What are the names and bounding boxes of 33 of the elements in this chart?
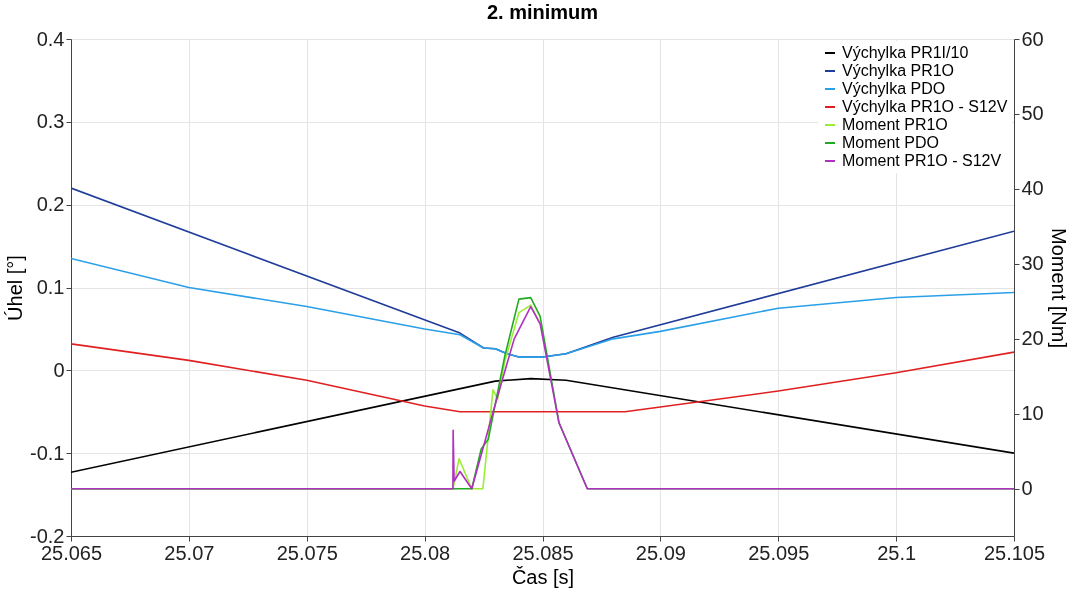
chart-title: 2. minimum (486, 1, 599, 23)
y-tick-label: 0.2 (36, 193, 65, 216)
x-tick-label: 25.105 (983, 541, 1046, 564)
y-tick-label: -0.1 (30, 441, 65, 464)
x-tick-label: 25.08 (400, 541, 451, 564)
y2-axis-title: Moment [Nm] (1047, 227, 1070, 349)
legend-label: Moment PDO (842, 134, 939, 151)
y2-tick-label: 50 (1021, 102, 1044, 125)
legend-label: Moment PR1O (842, 116, 948, 133)
y-tick-label: 0.3 (36, 110, 65, 133)
x-tick-label: 25.09 (635, 541, 686, 564)
y2-tick-label: 20 (1021, 327, 1044, 350)
x-tick-label: 25.095 (748, 541, 810, 564)
y-axis-title: Úhel [°] (4, 255, 27, 321)
y-tick-label: 0.4 (36, 27, 65, 50)
legend-label: Výchylka PR1O (842, 62, 955, 79)
y2-tick-label: 10 (1021, 402, 1044, 425)
x-tick-label: 25.085 (512, 541, 574, 564)
x-tick-label: 25.1 (877, 541, 917, 564)
y2-tick-label: 0 (1021, 477, 1033, 500)
legend-label: Moment PR1O - S12V (842, 152, 1002, 169)
y-tick-label: -0.2 (30, 524, 65, 547)
legend-label: Výchylka PR1O - S12V (842, 98, 1008, 115)
legend-label: Výchylka PR1I/10 (842, 44, 969, 61)
x-tick-label: 25.075 (276, 541, 338, 564)
y2-tick-label: 60 (1021, 27, 1044, 50)
y2-tick-label: 30 (1021, 252, 1044, 275)
y-tick-label: 0 (53, 358, 65, 381)
y-tick-label: 0.1 (36, 276, 65, 298)
x-axis-title: Čas [s] (511, 565, 575, 588)
y2-tick-label: 40 (1021, 177, 1044, 200)
x-tick-label: 25.07 (164, 541, 215, 564)
legend-label: Výchylka PDO (842, 80, 946, 97)
